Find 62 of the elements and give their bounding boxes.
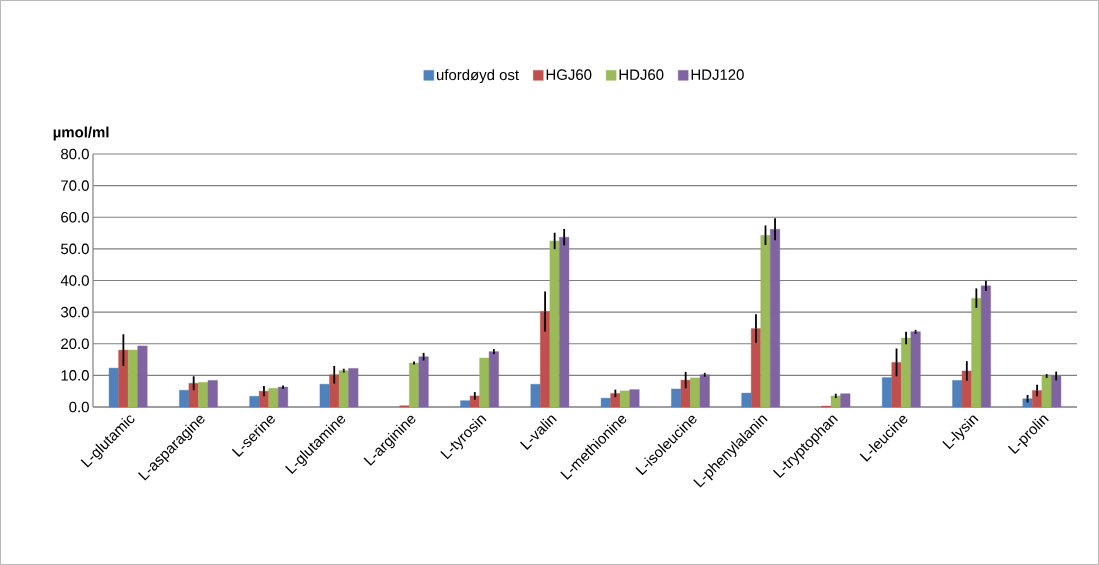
bar	[137, 345, 148, 408]
legend-label: HDJ120	[691, 69, 744, 80]
bar	[891, 362, 902, 408]
bar	[882, 377, 892, 408]
bar	[559, 236, 570, 408]
bar	[671, 388, 682, 408]
y-tick-label: 10.0	[61, 370, 89, 381]
bar	[910, 331, 921, 408]
bar	[319, 384, 330, 408]
bar	[418, 356, 429, 408]
bar	[488, 351, 499, 408]
bar	[961, 370, 972, 408]
bar	[268, 388, 279, 408]
bar	[952, 380, 963, 408]
bar	[610, 393, 621, 408]
bar	[198, 382, 209, 408]
bar	[741, 392, 752, 408]
y-axis-title: µmol/ml	[53, 126, 109, 141]
bar	[409, 362, 420, 408]
bar	[249, 396, 260, 408]
bar	[770, 229, 781, 408]
y-tick-label: 0.0	[69, 401, 89, 413]
legend-label: HDJ60	[619, 69, 664, 80]
bar	[179, 390, 190, 408]
y-tick-label: 40.0	[60, 275, 89, 286]
y-tick-label: 30.0	[60, 306, 89, 318]
bar	[980, 285, 991, 408]
bar	[188, 383, 199, 408]
bar	[207, 380, 218, 408]
bar	[1051, 375, 1062, 408]
bar	[278, 386, 288, 408]
bar	[690, 377, 701, 408]
bar	[760, 235, 771, 408]
bar	[1032, 390, 1043, 408]
bar	[840, 393, 851, 408]
bar	[348, 368, 359, 408]
bar	[1041, 375, 1052, 408]
bar	[699, 374, 710, 408]
bar	[479, 357, 490, 408]
bar	[1022, 398, 1033, 408]
bar	[549, 240, 560, 408]
y-tick-label: 80.0	[61, 148, 89, 160]
y-tick-label: 70.0	[61, 180, 89, 191]
bar	[530, 384, 541, 408]
y-tick-label: 60.0	[61, 211, 89, 223]
bar	[338, 370, 349, 408]
legend-label: ufordøyd ost	[436, 69, 519, 84]
y-tick-label: 20.0	[61, 338, 89, 350]
bar	[460, 400, 471, 408]
bar	[108, 367, 119, 408]
bar	[830, 395, 841, 408]
bar	[619, 390, 630, 408]
bar	[118, 349, 129, 408]
bar	[629, 389, 640, 408]
bar	[127, 349, 138, 408]
bar	[258, 390, 269, 408]
bar	[600, 397, 611, 408]
y-tick-label: 50.0	[61, 243, 89, 255]
bar	[469, 395, 480, 408]
bar	[680, 379, 691, 408]
legend-label: HGJ60	[546, 69, 592, 80]
bar	[901, 337, 912, 408]
